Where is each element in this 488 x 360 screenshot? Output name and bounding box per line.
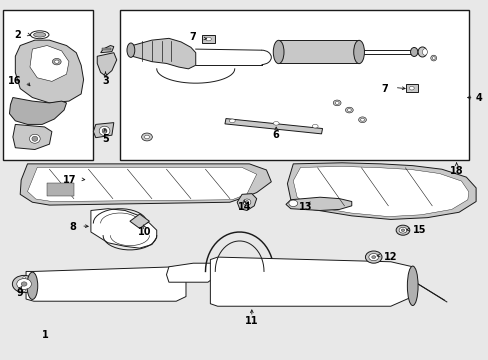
Text: 8: 8 <box>69 222 76 231</box>
Ellipse shape <box>21 282 27 286</box>
Ellipse shape <box>288 200 297 207</box>
Ellipse shape <box>27 272 38 300</box>
Ellipse shape <box>273 122 279 125</box>
Polygon shape <box>287 163 475 220</box>
Text: 4: 4 <box>475 93 482 103</box>
Polygon shape <box>237 194 256 211</box>
Ellipse shape <box>23 276 25 278</box>
Ellipse shape <box>334 102 338 104</box>
Bar <box>278 40 358 63</box>
Ellipse shape <box>358 117 366 123</box>
Polygon shape <box>210 257 412 306</box>
Ellipse shape <box>430 55 436 61</box>
Polygon shape <box>15 40 83 103</box>
Text: 15: 15 <box>412 225 426 235</box>
Text: 16: 16 <box>8 76 21 86</box>
Polygon shape <box>224 118 322 134</box>
Ellipse shape <box>30 31 49 39</box>
Ellipse shape <box>353 40 364 64</box>
Ellipse shape <box>395 225 409 235</box>
Polygon shape <box>166 263 217 282</box>
Ellipse shape <box>365 251 381 263</box>
Polygon shape <box>101 45 114 53</box>
Text: 12: 12 <box>383 252 396 262</box>
Text: 5: 5 <box>102 134 109 144</box>
Ellipse shape <box>368 253 378 261</box>
Text: 6: 6 <box>272 130 279 140</box>
Ellipse shape <box>332 100 340 106</box>
Ellipse shape <box>99 126 110 135</box>
Ellipse shape <box>32 136 38 141</box>
Text: 11: 11 <box>244 316 258 325</box>
Text: 17: 17 <box>62 175 76 185</box>
Ellipse shape <box>431 57 434 59</box>
Text: 14: 14 <box>237 202 251 212</box>
Polygon shape <box>20 164 271 205</box>
Ellipse shape <box>398 227 406 233</box>
Polygon shape <box>9 98 66 125</box>
Ellipse shape <box>401 229 404 231</box>
Polygon shape <box>97 53 117 76</box>
Polygon shape <box>13 125 52 149</box>
Text: 9: 9 <box>17 288 23 298</box>
Ellipse shape <box>371 256 375 258</box>
Bar <box>120 10 468 160</box>
Ellipse shape <box>12 275 36 293</box>
Ellipse shape <box>243 199 250 206</box>
FancyBboxPatch shape <box>405 84 417 92</box>
Ellipse shape <box>273 40 284 64</box>
Text: 7: 7 <box>381 84 387 94</box>
Polygon shape <box>30 45 69 81</box>
Ellipse shape <box>346 109 350 112</box>
Ellipse shape <box>417 47 426 57</box>
Ellipse shape <box>144 135 149 139</box>
Bar <box>47 183 74 196</box>
Ellipse shape <box>229 119 235 123</box>
Polygon shape <box>130 214 149 228</box>
Ellipse shape <box>408 86 413 90</box>
Text: 7: 7 <box>188 32 195 41</box>
Polygon shape <box>91 209 157 248</box>
Ellipse shape <box>312 125 318 128</box>
Ellipse shape <box>55 60 59 63</box>
Ellipse shape <box>410 48 417 57</box>
Polygon shape <box>26 267 185 301</box>
Bar <box>102 48 111 50</box>
Ellipse shape <box>345 107 352 113</box>
Ellipse shape <box>23 289 25 291</box>
Ellipse shape <box>244 201 248 204</box>
Text: 3: 3 <box>102 76 109 86</box>
Ellipse shape <box>29 134 40 143</box>
Ellipse shape <box>102 129 107 134</box>
Ellipse shape <box>52 58 61 65</box>
Text: 10: 10 <box>138 227 151 237</box>
Polygon shape <box>293 166 468 217</box>
Ellipse shape <box>127 43 135 57</box>
Text: 13: 13 <box>298 202 311 212</box>
FancyBboxPatch shape <box>201 35 215 43</box>
Polygon shape <box>93 123 114 138</box>
Ellipse shape <box>205 37 211 41</box>
Text: 2: 2 <box>14 30 21 40</box>
Ellipse shape <box>360 118 364 121</box>
Bar <box>3 10 93 160</box>
Polygon shape <box>285 197 351 211</box>
Ellipse shape <box>422 49 427 55</box>
Text: 1: 1 <box>42 330 49 340</box>
Text: 18: 18 <box>449 166 463 176</box>
Ellipse shape <box>142 133 152 141</box>
Ellipse shape <box>407 266 417 306</box>
Polygon shape <box>130 39 195 69</box>
Ellipse shape <box>34 32 46 37</box>
Polygon shape <box>27 167 256 202</box>
Ellipse shape <box>17 279 31 289</box>
